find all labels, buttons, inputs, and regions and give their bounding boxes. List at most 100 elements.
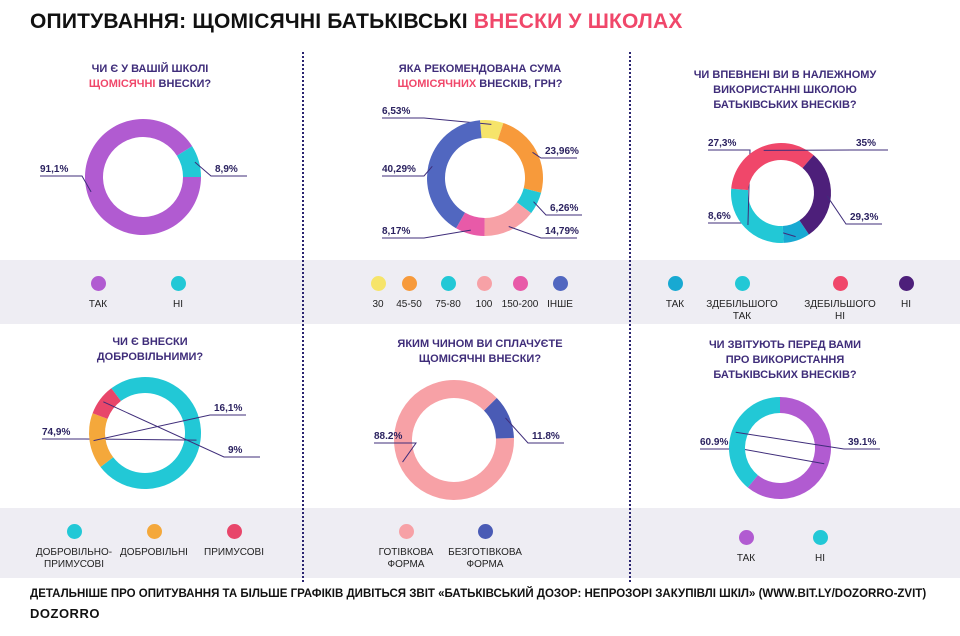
legend-label: ЗДЕБІЛЬШОГО НІ — [804, 299, 876, 322]
legend-item: 150-200 — [480, 276, 560, 311]
legend-swatch — [898, 276, 914, 291]
legend-swatch — [476, 276, 492, 291]
legend-item: ТАК — [635, 276, 715, 311]
donut-slice — [100, 377, 201, 489]
donut-slice — [516, 188, 542, 214]
leader-line — [533, 201, 582, 216]
legend-label: ДОБРОВІЛЬНІ — [120, 547, 188, 558]
legend-item: НІ — [866, 276, 946, 311]
legend-swatch — [832, 276, 848, 291]
legend-item: ЗДЕБІЛЬШОГО НІ — [800, 276, 880, 323]
donut-slice — [731, 142, 814, 191]
legend-swatch — [398, 524, 414, 539]
legend-swatch — [401, 276, 417, 291]
legend-item: НІ — [138, 276, 218, 311]
question-part: ЩОМІСЯЧНІ ВНЕСКИ? — [418, 353, 542, 365]
donut-slice — [747, 397, 831, 500]
page-title: ОПИТУВАННЯ: ЩОМІСЯЧНІ БАТЬКІВСЬКІ ВНЕСКИ… — [30, 10, 683, 34]
legend-item: ДОБРОВІЛЬНІ — [114, 524, 194, 559]
title-part-2: ВНЕСКИ У ШКОЛАХ — [473, 10, 683, 33]
legend-label: ТАК — [665, 299, 685, 310]
leader-line — [735, 431, 880, 450]
legend-label: ГОТІВКОВА ФОРМА — [378, 547, 434, 570]
leader-line — [508, 226, 577, 239]
slice-value-label: 74,9% — [42, 427, 70, 438]
legend-item: БЕЗГОТІВКОВА ФОРМА — [445, 524, 525, 571]
legend-label: ІНШЕ — [547, 299, 573, 310]
slice-value-label: 8,9% — [215, 164, 238, 175]
footer-note: ДЕТАЛЬНІШЕ ПРО ОПИТУВАННЯ ТА БІЛЬШЕ ГРАФ… — [30, 588, 927, 600]
legend-item: 75-80 — [408, 276, 488, 311]
leader-line — [103, 401, 260, 458]
legend-swatch — [370, 276, 386, 291]
legend-item: НІ — [780, 530, 860, 565]
donut-slice — [782, 220, 809, 243]
donut-slice — [731, 188, 784, 243]
legend-label: 45-50 — [396, 299, 422, 310]
brand-name: DOZORRO — [30, 606, 100, 621]
slice-value-label: 9% — [228, 445, 243, 456]
legend-label: НІ — [815, 553, 825, 564]
question-part: ЧИ Є ВНЕСКИ — [112, 336, 188, 348]
legend-band-bottom — [0, 508, 960, 578]
leader-line — [708, 149, 751, 226]
question-text: ЧИ ЗВІТУЮТЬ ПЕРЕД ВАМИ ПРО ВИКОРИСТАННЯ БА… — [640, 338, 930, 383]
column-divider-left — [302, 52, 304, 582]
legend-swatch — [738, 530, 754, 545]
legend-label: 30 — [372, 299, 384, 310]
slice-value-label: 23,96% — [545, 146, 579, 157]
legend-swatch — [226, 524, 242, 539]
legend-swatch — [146, 524, 162, 539]
question-part: ДОБРОВІЛЬНИМИ? — [96, 351, 204, 363]
question-text: ЯКА РЕКОМЕНДОВАНА СУМА ЩОМІСЯЧНИХ ВНЕСКІВ… — [330, 62, 630, 92]
legend-item: 45-50 — [369, 276, 449, 311]
donut-slice — [497, 122, 544, 193]
legend-item: ДОБРОВІЛЬНО-ПРИМУСОВІ — [34, 524, 114, 571]
legend-label: ДОБРОВІЛЬНО-ПРИМУСОВІ — [35, 547, 113, 570]
legend-label: БЕЗГОТІВКОВА ФОРМА — [448, 547, 522, 570]
legend-item: ГОТІВКОВА ФОРМА — [366, 524, 446, 571]
slice-value-label: 16,1% — [214, 403, 242, 414]
slice-value-label: 6,26% — [550, 203, 578, 214]
question-part: ЩОМІСЯЧНИХ — [397, 78, 477, 90]
question-part: ЯКИМ ЧИНОМ ВИ СПЛАЧУЄТЕ — [397, 338, 563, 350]
legend-label: 150-200 — [501, 299, 539, 310]
legend-swatch — [552, 276, 568, 291]
leader-line — [826, 195, 882, 225]
donut-slice — [479, 120, 504, 141]
leader-line — [194, 161, 247, 177]
slice-value-label: 11.8% — [532, 431, 560, 442]
slice-value-label: 6,53% — [382, 106, 410, 117]
slice-value-label: 29,3% — [850, 212, 878, 223]
question-part: ВИКОРИСТАННІ ШКОЛОЮ — [713, 84, 857, 96]
question-part: ЧИ ЗВІТУЮТЬ ПЕРЕД ВАМИ — [708, 339, 862, 351]
legend-label: ТАК — [88, 299, 108, 310]
leader-line — [382, 229, 471, 239]
leader-line — [708, 222, 796, 238]
donut-slice — [92, 388, 121, 419]
legend-swatch — [477, 524, 493, 539]
column-divider-right — [629, 52, 631, 582]
leader-line — [532, 151, 577, 159]
donut-slice — [456, 212, 485, 236]
question-part: ВНЕСКИ? — [155, 78, 212, 90]
donut-slice — [89, 413, 114, 467]
question-text: ЯКИМ ЧИНОМ ВИ СПЛАЧУЄТЕ ЩОМІСЯЧНІ ВНЕСКИ? — [330, 337, 630, 367]
leader-line — [93, 414, 246, 442]
donut-slice — [427, 120, 482, 229]
legend-item: 100 — [444, 276, 524, 311]
donut-slice — [483, 397, 514, 439]
slice-value-label: 8,6% — [708, 211, 731, 222]
legend-label: НІ — [173, 299, 183, 310]
legend-swatch — [734, 276, 750, 291]
legend-item: ІНШЕ — [520, 276, 600, 311]
donut-slice — [484, 202, 532, 236]
legend-item: ЗДЕБІЛЬШОГО ТАК — [702, 276, 782, 323]
legend-swatch — [66, 524, 82, 539]
donut-slice — [729, 397, 780, 488]
legend-label: ПРИМУСОВІ — [204, 547, 264, 558]
question-part: БАТЬКІВСЬКИХ ВНЕСКІВ? — [713, 99, 857, 111]
leader-line — [40, 175, 92, 193]
legend-label: ЗДЕБІЛЬШОГО ТАК — [706, 299, 778, 322]
slice-value-label: 14,79% — [545, 226, 579, 237]
